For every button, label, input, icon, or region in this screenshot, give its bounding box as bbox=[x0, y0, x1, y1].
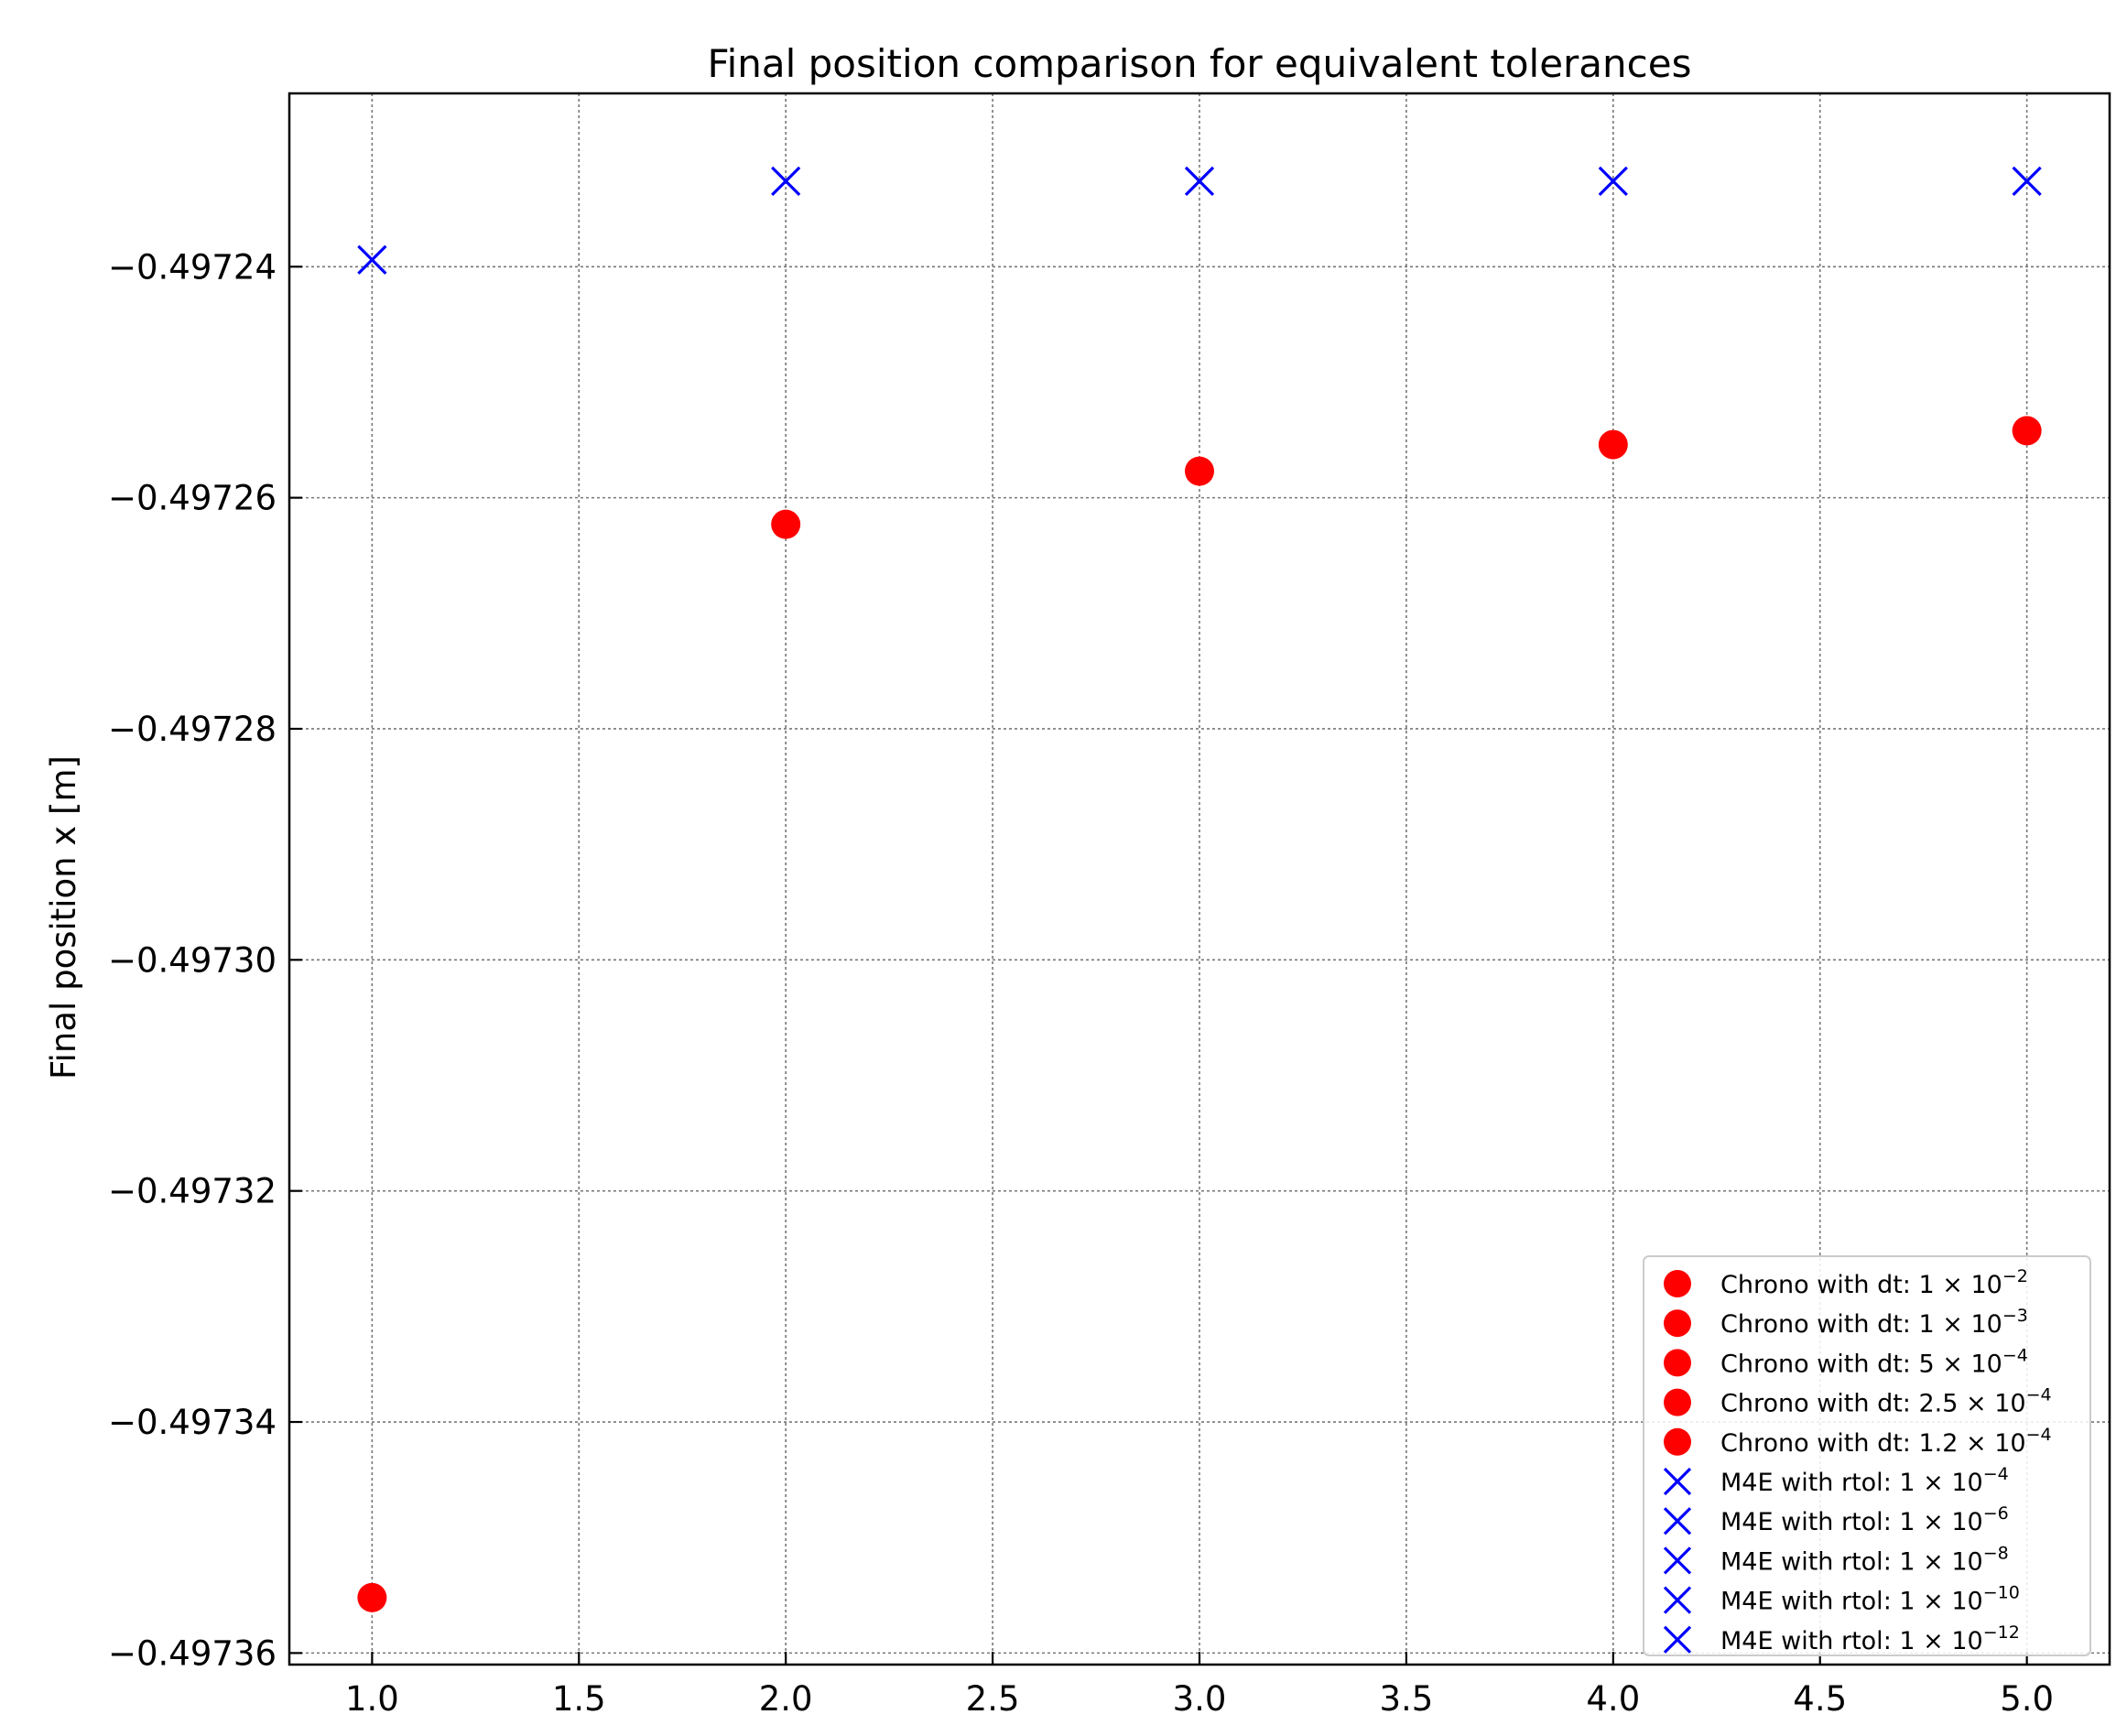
legend-entry-exponent: −3 bbox=[2002, 1306, 2028, 1326]
m4e-point bbox=[357, 244, 387, 275]
legend-entry-coefficient: 1 × 10 bbox=[1899, 1588, 1982, 1616]
x-tick-label: 4.0 bbox=[1586, 1679, 1640, 1719]
legend-entry-text: M4E with rtol: bbox=[1720, 1588, 1899, 1616]
legend-entry-label: M4E with rtol: 1 × 10−8 bbox=[1720, 1543, 2009, 1576]
chrono-point bbox=[357, 1582, 387, 1612]
m4e-point-stroke-b bbox=[2012, 166, 2042, 197]
y-tick-label: −0.49730 bbox=[108, 940, 277, 980]
legend-entry-label: Chrono with dt: 1.2 × 10−4 bbox=[1720, 1425, 2052, 1458]
legend-entry-label: M4E with rtol: 1 × 10−12 bbox=[1720, 1622, 2020, 1655]
x-tick-label: 1.0 bbox=[345, 1679, 399, 1719]
x-tick-label: 2.5 bbox=[966, 1679, 1020, 1719]
axis-ticks: 1.0 1.5 2.0 2.5 3.0 3.5 4.0 4.5 5.0 −0.49724 −0.49… bbox=[108, 247, 2054, 1719]
legend-entry-exponent: −10 bbox=[1983, 1583, 2020, 1603]
legend-entry-coefficient: 1 × 10 bbox=[1899, 1627, 1982, 1655]
x-tick-label: 1.5 bbox=[552, 1679, 606, 1719]
legend-entry-text: Chrono with dt: bbox=[1720, 1390, 1918, 1418]
y-tick-label: −0.49724 bbox=[108, 247, 277, 287]
legend-marker bbox=[1664, 1270, 1691, 1297]
legend-entry-coefficient: 5 × 10 bbox=[1918, 1350, 2002, 1378]
data-marks bbox=[357, 166, 2042, 1612]
y-tick-label: −0.49734 bbox=[108, 1403, 277, 1442]
x-tick-label: 3.0 bbox=[1173, 1679, 1227, 1719]
legend-marker bbox=[1664, 1349, 1691, 1377]
legend-entry-coefficient: 1 × 10 bbox=[1899, 1469, 1982, 1497]
y-axis-label: Final position x [m] bbox=[44, 755, 83, 1080]
plot-frame bbox=[288, 92, 2111, 1666]
legend-entry-exponent: −4 bbox=[2026, 1425, 2052, 1445]
m4e-point bbox=[771, 166, 801, 197]
legend-marker bbox=[1663, 1467, 1692, 1496]
m4e-point-stroke-b bbox=[357, 244, 387, 275]
legend-entry-text: Chrono with dt: bbox=[1720, 1310, 1918, 1339]
legend-entry-exponent: −2 bbox=[2002, 1266, 2028, 1286]
legend-entry-text: Chrono with dt: bbox=[1720, 1350, 1918, 1378]
m4e-point bbox=[1598, 166, 1628, 197]
legend-marker-stroke-b bbox=[1663, 1546, 1692, 1575]
legend-entry-label: M4E with rtol: 1 × 10−4 bbox=[1720, 1464, 2009, 1497]
legend-marker bbox=[1663, 1546, 1692, 1575]
legend-entry-exponent: −4 bbox=[2026, 1385, 2052, 1405]
y-tick-label: −0.49726 bbox=[108, 479, 277, 518]
chrono-point bbox=[1185, 456, 1214, 486]
y-tick-label: −0.49728 bbox=[108, 710, 277, 749]
legend-marker-stroke-b bbox=[1663, 1625, 1692, 1654]
legend-entry-coefficient: 1.2 × 10 bbox=[1918, 1429, 2025, 1458]
legend-entry-text: M4E with rtol: bbox=[1720, 1508, 1899, 1536]
legend-entry-coefficient: 1 × 10 bbox=[1899, 1508, 1982, 1536]
legend-marker-stroke-b bbox=[1663, 1467, 1692, 1496]
legend-entry-label: Chrono with dt: 5 × 10−4 bbox=[1720, 1345, 2028, 1378]
legend-entry-text: Chrono with dt: bbox=[1720, 1271, 1918, 1299]
legend-entry-exponent: −6 bbox=[1983, 1503, 2009, 1524]
legend-entry-exponent: −12 bbox=[1983, 1622, 2020, 1643]
legend-marker bbox=[1663, 1625, 1692, 1654]
legend-entry-text: M4E with rtol: bbox=[1720, 1627, 1899, 1655]
legend-marker bbox=[1663, 1507, 1692, 1535]
legend-entry-label: Chrono with dt: 1 × 10−2 bbox=[1720, 1266, 2028, 1299]
legend-entry-text: M4E with rtol: bbox=[1720, 1469, 1899, 1497]
chart-title: Final position comparison for equivalent… bbox=[708, 41, 1692, 86]
chrono-point bbox=[1598, 429, 1628, 460]
legend-entry-label: M4E with rtol: 1 × 10−6 bbox=[1720, 1503, 2009, 1536]
legend-entry-coefficient: 1 × 10 bbox=[1899, 1547, 1982, 1576]
m4e-point-stroke-b bbox=[771, 166, 801, 197]
m4e-point-stroke-b bbox=[1184, 166, 1215, 197]
legend-marker bbox=[1664, 1388, 1691, 1416]
y-tick-label: −0.49732 bbox=[108, 1172, 277, 1211]
m4e-point bbox=[1184, 166, 1215, 197]
y-tick-label: −0.49736 bbox=[108, 1633, 277, 1673]
legend-marker-stroke-b bbox=[1663, 1507, 1692, 1535]
legend-box bbox=[1643, 1255, 2091, 1656]
legend-entry-exponent: −4 bbox=[2002, 1345, 2028, 1365]
x-tick-label: 3.5 bbox=[1379, 1679, 1433, 1719]
legend-entry-text: Chrono with dt: bbox=[1720, 1429, 1918, 1458]
x-tick-label: 2.0 bbox=[759, 1679, 813, 1719]
m4e-point-stroke-b bbox=[1598, 166, 1628, 197]
chrono-point bbox=[771, 509, 801, 539]
m4e-point bbox=[2012, 166, 2042, 197]
legend-marker bbox=[1664, 1427, 1691, 1456]
legend-entry-coefficient: 1 × 10 bbox=[1918, 1271, 2002, 1299]
legend-marker-stroke-b bbox=[1663, 1586, 1692, 1614]
legend-marker bbox=[1664, 1309, 1691, 1338]
x-tick-label: 4.5 bbox=[1793, 1679, 1847, 1719]
legend-entry-coefficient: 1 × 10 bbox=[1918, 1310, 2002, 1339]
legend-marker bbox=[1663, 1586, 1692, 1614]
x-tick-label: 5.0 bbox=[2000, 1679, 2054, 1719]
legend-entry-coefficient: 2.5 × 10 bbox=[1918, 1390, 2025, 1418]
legend-entry-label: M4E with rtol: 1 × 10−10 bbox=[1720, 1583, 2020, 1616]
legend-entry-text: M4E with rtol: bbox=[1720, 1547, 1899, 1576]
legend-entry-label: Chrono with dt: 2.5 × 10−4 bbox=[1720, 1385, 2052, 1418]
legend-entry-exponent: −8 bbox=[1983, 1543, 2009, 1563]
legend-entry-label: Chrono with dt: 1 × 10−3 bbox=[1720, 1306, 2028, 1339]
chrono-point bbox=[2012, 416, 2042, 446]
legend-entry-exponent: −4 bbox=[1983, 1464, 2009, 1484]
